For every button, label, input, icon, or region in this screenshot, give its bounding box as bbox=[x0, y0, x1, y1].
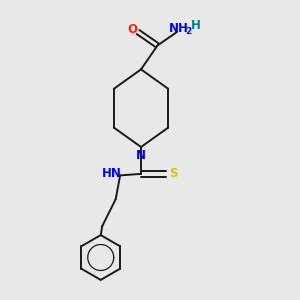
Text: N: N bbox=[136, 149, 146, 162]
Text: HN: HN bbox=[102, 167, 122, 180]
Text: O: O bbox=[128, 23, 138, 36]
Text: H: H bbox=[190, 19, 200, 32]
Text: S: S bbox=[169, 167, 177, 180]
Text: NH: NH bbox=[168, 22, 188, 35]
Text: 2: 2 bbox=[185, 27, 191, 36]
